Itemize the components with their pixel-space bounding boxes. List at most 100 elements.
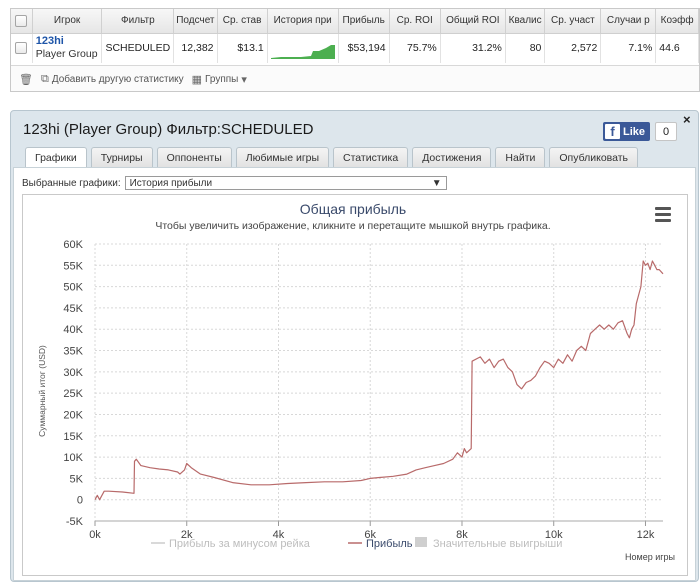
stats-grid: Игрок Фильтр Подсчет Ср. став История пр… <box>11 9 699 63</box>
graph-select-value: История прибыли <box>129 177 213 189</box>
tab-statistics[interactable]: Статистика <box>333 147 409 167</box>
select-all-checkbox[interactable] <box>15 14 28 27</box>
x-tick-label: 4k <box>273 529 285 541</box>
filter-cell: SCHEDULED <box>101 33 175 63</box>
chart-title: Общая прибыль <box>300 201 406 217</box>
qualis-cell: 80 <box>505 33 546 63</box>
like-count: 0 <box>655 122 678 141</box>
y-tick-label: 35K <box>63 346 83 358</box>
tab-publish[interactable]: Опубликовать <box>549 147 639 167</box>
graph-panel: 123hi (Player Group) Фильтр:SCHEDULED f … <box>10 110 699 582</box>
x-tick-label: 12k <box>637 529 655 541</box>
chevron-down-icon: ▼ <box>431 177 442 189</box>
add-column-icon: ⧉ <box>40 73 49 85</box>
y-tick-label: 50K <box>63 282 83 294</box>
x-tick-label: 10k <box>545 529 563 541</box>
groups-label: Группы <box>205 74 239 85</box>
player-name-link[interactable]: 123hi <box>35 35 64 48</box>
avg-roi-cell: 75.7% <box>389 33 441 63</box>
facebook-like: f Like 0 <box>603 122 678 141</box>
tab-opponents[interactable]: Оппоненты <box>156 147 232 167</box>
chart-container[interactable]: Общая прибыль Чтобы увеличить изображени… <box>22 194 688 576</box>
x-tick-label: 0k <box>89 529 101 541</box>
col-header-count[interactable]: Подсчет <box>173 9 218 34</box>
chart-grid <box>94 243 663 526</box>
panel-title: 123hi (Player Group) Фильтр:SCHEDULED <box>23 121 314 138</box>
avg-stake-cell: $13.1 <box>217 33 268 63</box>
row-checkbox[interactable] <box>15 42 28 55</box>
tab-find[interactable]: Найти <box>495 147 546 167</box>
tab-graphs[interactable]: Графики <box>25 147 87 168</box>
y-tick-label: -5K <box>66 516 84 528</box>
table-row[interactable]: 123hi Player Group SCHEDULED 12,382 $13.… <box>11 33 699 63</box>
y-tick-label: 40K <box>63 324 83 336</box>
chart-legend: Прибыль за минусом рейка Прибыль Значитель… <box>151 537 562 550</box>
close-icon[interactable]: × <box>683 112 691 127</box>
avg-participants-cell: 2,572 <box>544 33 602 63</box>
y-tick-label: 25K <box>63 388 83 400</box>
profit-chart[interactable]: Общая прибыль Чтобы увеличить изображени… <box>23 195 689 577</box>
y-tick-label: 0 <box>77 495 83 507</box>
col-header-coef[interactable]: Коэфф <box>655 9 699 34</box>
col-header-profit[interactable]: Прибыль <box>338 9 390 34</box>
add-stat-button[interactable]: ⧉ Добавить другую статистику <box>41 73 184 86</box>
coef-cell: 44.6 <box>655 33 699 63</box>
y-tick-label: 5K <box>70 473 84 485</box>
col-header-profit-history[interactable]: История при <box>267 9 339 34</box>
col-header-total-roi[interactable]: Общий ROI <box>440 9 506 34</box>
player-cell: 123hi Player Group <box>32 33 103 63</box>
chart-series <box>94 260 664 501</box>
stats-footer: 🗑 ⧉ Добавить другую статистику ▦ Группы … <box>11 65 699 91</box>
x-tick-label: 8k <box>456 529 468 541</box>
y-tick-label: 45K <box>63 303 83 315</box>
x-tick-label: 2k <box>181 529 193 541</box>
chart-menu-icon[interactable] <box>655 207 671 225</box>
profit-sparkline[interactable] <box>270 37 335 60</box>
player-group-label: Player Group <box>35 48 98 61</box>
x-tick-labels: 0k 2k 4k 6k 8k 10k 12k <box>89 529 655 541</box>
legend-item: Прибыль <box>366 538 413 550</box>
like-label: Like <box>623 125 646 138</box>
y-tick-labels: -5K 0 5K 10K 15K 20K 25K 30K 35K 40K 45K 50K 55K 60K <box>63 239 83 528</box>
select-all-header[interactable] <box>11 9 33 34</box>
chart-subtitle: Чтобы увеличить изображение, кликните и … <box>155 220 550 232</box>
col-header-avg-participants[interactable]: Ср. участ <box>544 9 602 34</box>
stats-header-row: Игрок Фильтр Подсчет Ср. став История пр… <box>11 9 699 34</box>
stats-table: Игрок Фильтр Подсчет Ср. став История пр… <box>10 8 700 92</box>
x-tick-label: 6k <box>364 529 376 541</box>
total-roi-cell: 31.2% <box>440 33 506 63</box>
tab-tournaments[interactable]: Турниры <box>90 147 153 167</box>
y-tick-label: 15K <box>63 431 83 443</box>
profit-history-cell[interactable] <box>267 33 339 63</box>
y-tick-label: 60K <box>63 239 83 251</box>
tab-favorite-games[interactable]: Любимые игры <box>235 147 330 167</box>
count-cell: 12,382 <box>173 33 218 63</box>
col-header-qualis[interactable]: Квалис <box>505 9 546 34</box>
y-tick-label: 30K <box>63 367 83 379</box>
facebook-like-button[interactable]: f Like <box>603 122 651 141</box>
col-header-avg-roi[interactable]: Ср. ROI <box>389 9 441 34</box>
graph-select-row: Выбранные графики: История прибыли ▼ <box>22 176 447 190</box>
series-line-profit <box>94 260 664 501</box>
col-header-filter[interactable]: Фильтр <box>101 9 175 34</box>
row-select-cell[interactable] <box>11 33 33 63</box>
cases-cell: 7.1% <box>600 33 657 63</box>
y-tick-label: 10K <box>63 452 83 464</box>
profit-cell: $53,194 <box>338 33 390 63</box>
legend-item: Значительные выигрыши <box>433 538 562 550</box>
panel-tabs: Графики Турниры Оппоненты Любимые игры С… <box>25 147 639 168</box>
groups-icon: ▦ <box>191 74 203 86</box>
trash-icon[interactable]: 🗑 <box>19 74 33 86</box>
legend-item: Прибыль за минусом рейка <box>169 538 311 550</box>
col-header-cases[interactable]: Случаи р <box>600 9 657 34</box>
legend-swatch <box>415 537 427 547</box>
col-header-avg-stake[interactable]: Ср. став <box>217 9 268 34</box>
tab-achievements[interactable]: Достижения <box>412 147 492 167</box>
chevron-down-icon: ▾ <box>241 74 247 86</box>
graph-select[interactable]: История прибыли ▼ <box>124 176 447 190</box>
groups-dropdown[interactable]: ▦ Группы ▾ <box>192 73 247 86</box>
y-tick-label: 20K <box>63 409 83 421</box>
y-axis-label: Суммарный итог (USD) <box>37 345 47 437</box>
col-header-player[interactable]: Игрок <box>32 9 103 34</box>
y-tick-label: 55K <box>63 260 83 272</box>
